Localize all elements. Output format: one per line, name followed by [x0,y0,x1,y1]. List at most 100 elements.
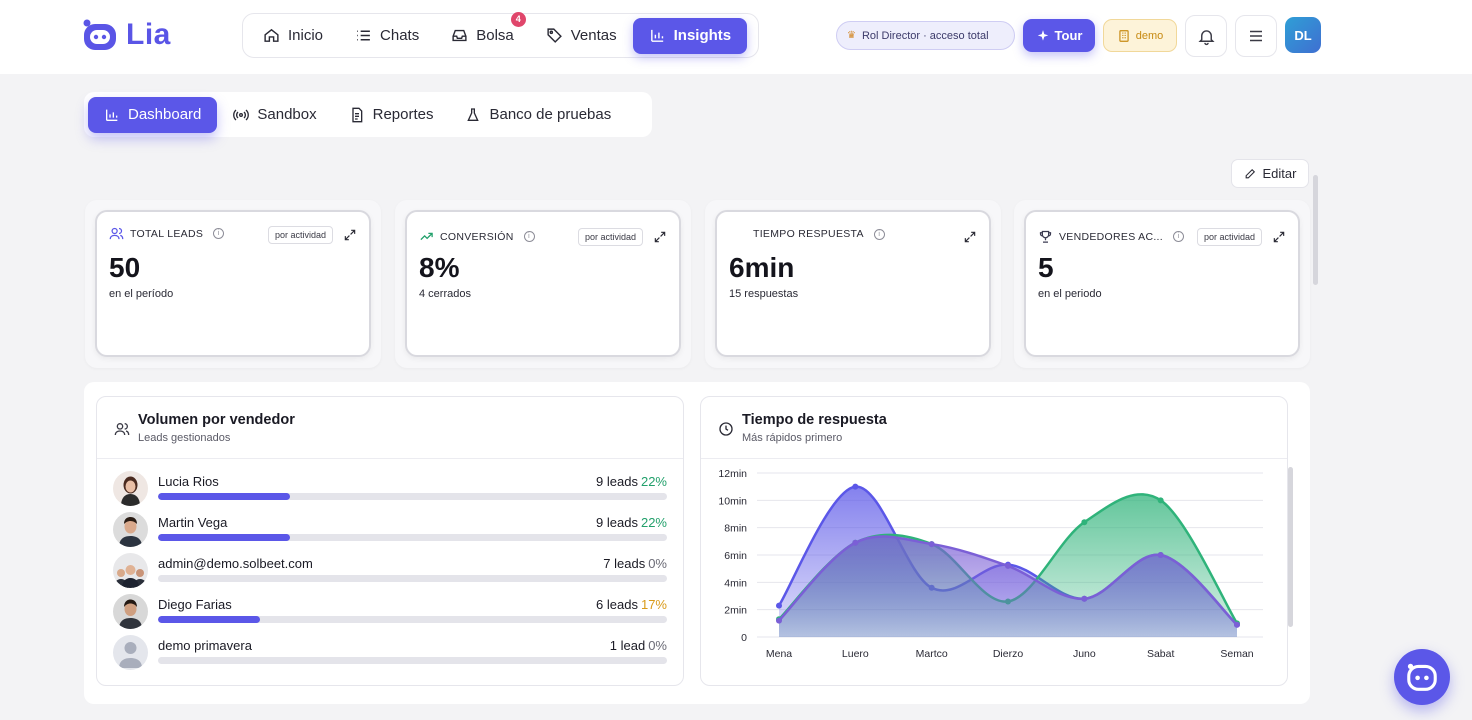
kpi-value: 6min [729,252,795,283]
app-name: Lia [126,18,171,51]
role-label: Rol Director · acceso total [861,29,989,42]
clock-icon [719,422,733,436]
page-scrollbar[interactable] [1313,175,1318,285]
users-icon [114,423,130,436]
y-tick-label: 0 [741,632,747,644]
edit-button[interactable]: Editar [1231,159,1309,188]
list-icon [357,30,370,41]
kpi-card-total-leads[interactable]: TOTAL LEADS i por actividad 50 en el per… [95,210,371,357]
kpi-subtext: en el período [109,288,174,300]
info-icon[interactable]: i [523,231,535,242]
trending-up-icon [420,232,433,241]
x-tick-label: Luero [842,648,869,660]
trophy-icon [1039,230,1052,243]
kpi-title: CONVERSIÓN [440,230,514,243]
data-point [852,483,859,490]
nav-item-ventas[interactable]: Ventas [530,18,633,54]
info-icon[interactable]: i [873,228,885,240]
lead-count: 9 leads [596,474,638,489]
nav-label: Bolsa [476,27,514,44]
panel-title: Volumen por vendedor [138,412,295,428]
panel-subtitle: Más rápidos primero [742,432,843,444]
bell-icon [1197,29,1215,45]
list-item[interactable]: demo primavera 1 lead 0% [113,635,667,671]
nav-label: Inicio [288,27,324,44]
kpi-header: TIEMPO RESPUESTA i [753,228,885,240]
expand-icon[interactable] [343,228,357,242]
kpi-card-wrapper: TOTAL LEADS i por actividad 50 en el per… [85,200,381,368]
progress-bar [158,575,667,582]
lead-percent: 22% [640,515,667,530]
activity-tag[interactable]: por actividad [577,228,643,246]
data-point [928,541,935,548]
document-icon [351,107,362,122]
chart-scrollbar[interactable] [1288,467,1293,627]
data-point [1157,497,1164,504]
kpi-value: 8% [419,252,460,283]
data-point [1081,519,1088,526]
role-pill[interactable]: ♛ Rol Director · acceso total [836,21,1015,50]
progress-fill [158,534,291,541]
user-avatar[interactable]: DL [1285,17,1321,53]
activity-tag[interactable]: por actividad [267,226,333,244]
subtab-dashboard[interactable]: Dashboard [88,96,218,133]
notifications-button[interactable] [1185,15,1227,57]
list-item[interactable]: Diego Farias 6 leads 17% [113,594,667,630]
sparkle-icon [1037,29,1048,41]
subtab-reportes[interactable]: Reportes [333,97,450,133]
info-icon[interactable]: i [213,228,225,239]
info-icon[interactable]: i [1173,231,1184,242]
list-item[interactable]: Lucia Rios 9 leads 22% [113,471,667,507]
subtab-sandbox[interactable]: Sandbox [217,97,332,133]
assistant-chat-button[interactable] [1394,649,1450,705]
subtab-label: Sandbox [257,106,317,123]
subtab-banco-de-pruebas[interactable]: Banco de pruebas [449,97,627,133]
nav-label: Chats [380,27,420,44]
lead-percent: 22% [640,474,667,489]
expand-icon[interactable] [1272,230,1286,244]
kpi-card-wrapper: TIEMPO RESPUESTA i 6min 15 respuestas [705,200,1001,368]
expand-icon[interactable] [653,230,667,244]
kpi-subtext: 15 respuestas [729,288,799,300]
building-icon [1119,29,1129,42]
y-tick-label: 4min [724,577,747,589]
kpi-card-tiempo-respuesta[interactable]: TIEMPO RESPUESTA i 6min 15 respuestas [715,210,991,357]
data-point [1157,552,1164,558]
nav-item-inicio[interactable]: Inicio [247,18,339,54]
list-item[interactable]: admin@demo.solbeet.com 7 leads 0% [113,553,667,589]
hamburger-icon [1250,30,1262,42]
kpi-card-wrapper: CONVERSIÓN i por actividad 8% 4 cerrados [395,200,691,368]
x-tick-label: Dierzo [993,648,1024,660]
nav-item-chats[interactable]: Chats [339,18,435,54]
list-item[interactable]: Martin Vega 9 leads 22% [113,512,667,548]
app-logo[interactable]: Lia [82,18,171,52]
notification-badge: 4 [510,11,526,27]
robot-logo-icon [83,19,116,50]
demo-button[interactable]: demo [1103,19,1177,52]
lead-percent: 0% [648,556,667,571]
top-bar: Lia Inicio Chats Bolsa 4 Ventas Insights… [0,0,1472,74]
vendor-count: 1 lead 0% [610,638,667,653]
expand-icon[interactable] [963,230,977,244]
x-tick-label: Mena [766,648,792,660]
kpi-card-conversion[interactable]: CONVERSIÓN i por actividad 8% 4 cerrados [405,210,681,357]
activity-tag[interactable]: por actividad [1196,228,1262,246]
vendor-count: 6 leads 17% [596,597,667,612]
kpi-title: VENDEDORES AC... [1059,230,1163,243]
progress-bar [158,657,667,664]
tour-button[interactable]: Tour [1023,19,1095,52]
avatar [113,635,148,670]
data-point [776,602,782,609]
nav-item-insights[interactable]: Insights [632,17,748,54]
pencil-icon [1245,168,1255,179]
nav-item-bolsa[interactable]: Bolsa 4 [435,11,530,54]
menu-button[interactable] [1235,15,1277,57]
kpi-header: TOTAL LEADS i [109,226,225,241]
x-tick-label: Sabat [1147,648,1175,660]
data-point [1081,595,1088,602]
kpi-header: VENDEDORES AC... i [1038,229,1184,244]
response-time-panel: Tiempo de respuesta Más rápidos primero … [700,396,1293,686]
radio-waves-icon [233,109,250,120]
x-tick-label: Juno [1073,648,1096,660]
kpi-card-vendedores[interactable]: VENDEDORES AC... i por actividad 5 en el… [1024,210,1300,357]
